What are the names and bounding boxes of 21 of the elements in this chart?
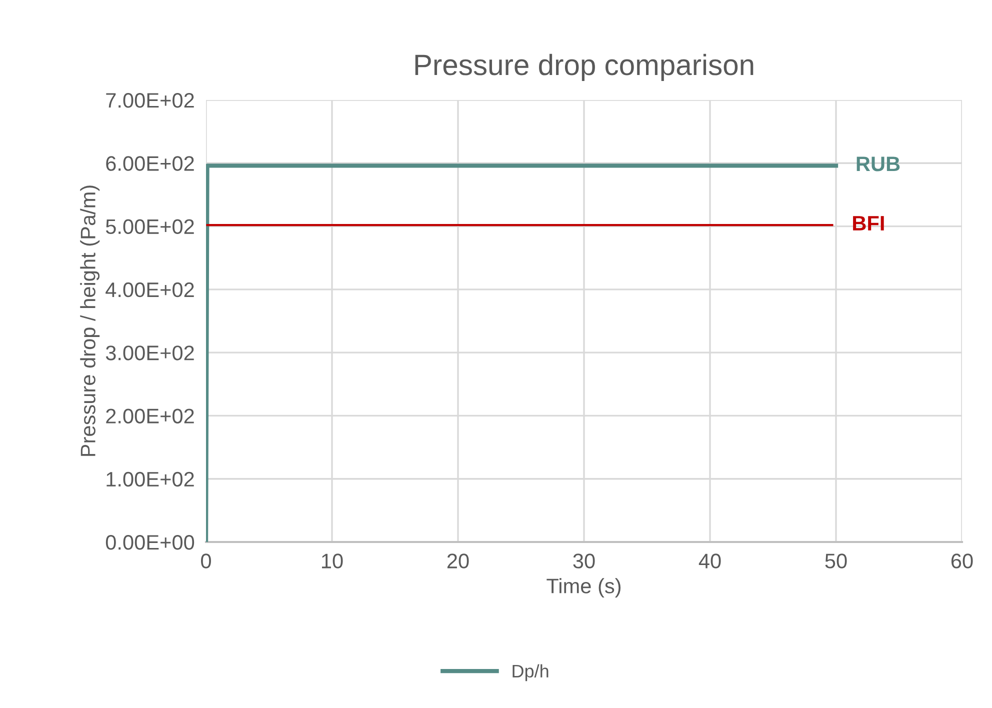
annotation: RUB — [856, 156, 900, 172]
y-tick-label: 5.00E+02 — [106, 219, 194, 234]
x-axis-title: Time (s) — [546, 578, 621, 598]
y-axis-title: Pressure drop / height (Pa/m) — [80, 186, 100, 456]
x-tick-label: 60 — [951, 554, 973, 568]
y-tick-label: 6.00E+02 — [106, 156, 194, 171]
annotation: BFI — [853, 216, 884, 230]
y-tick-label: 7.00E+02 — [106, 93, 194, 108]
x-tick-label: 20 — [447, 554, 469, 568]
y-tick-label: 1.00E+02 — [106, 472, 194, 487]
y-tick-label: 2.00E+02 — [106, 408, 194, 424]
y-tick-label: 3.00E+02 — [106, 346, 194, 360]
chart-title: Pressure drop comparison — [415, 54, 754, 82]
y-tick-label: 4.00E+02 — [106, 282, 194, 298]
x-tick-label: 50 — [825, 554, 847, 568]
x-tick-label: 40 — [698, 554, 721, 568]
x-tick-label: 0 — [201, 554, 211, 568]
x-tick-label: 10 — [322, 554, 343, 568]
x-tick-label: 30 — [573, 554, 595, 568]
y-tick-label: 0.00E+00 — [106, 535, 194, 550]
legend-label: Dp/h — [512, 664, 548, 682]
